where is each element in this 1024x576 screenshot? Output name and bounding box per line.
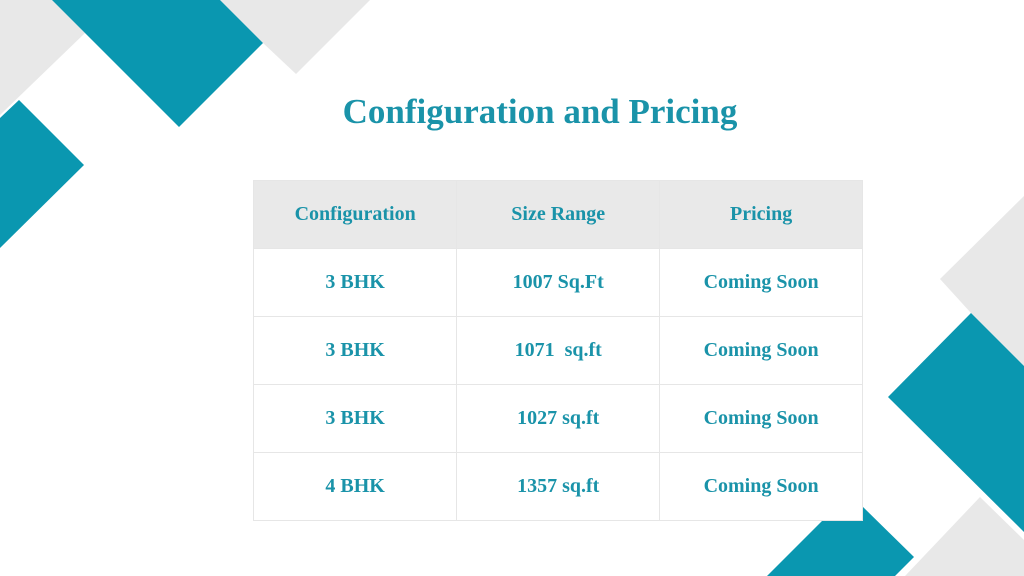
cell-size: 1357 sq.ft bbox=[456, 452, 661, 521]
cell-configuration: 3 BHK bbox=[252, 384, 458, 453]
cell-size: 1071 sq.ft bbox=[456, 316, 661, 385]
cell-pricing: Coming Soon bbox=[659, 384, 863, 453]
table-row: 3 BHK 1007 Sq.Ft Coming Soon bbox=[252, 248, 863, 317]
header-configuration: Configuration bbox=[252, 180, 458, 249]
page-title: Configuration and Pricing bbox=[342, 92, 738, 131]
table-row: 3 BHK 1027 sq.ft Coming Soon bbox=[252, 384, 863, 453]
pricing-table: Configuration Size Range Pricing 3 BHK 1… bbox=[252, 180, 863, 521]
cell-size: 1007 Sq.Ft bbox=[456, 248, 661, 317]
teal-shape-left bbox=[0, 100, 84, 248]
cell-configuration: 3 BHK bbox=[252, 248, 458, 317]
table-row: 4 BHK 1357 sq.ft Coming Soon bbox=[252, 452, 863, 521]
cell-configuration: 3 BHK bbox=[252, 316, 458, 385]
header-size-range: Size Range bbox=[456, 180, 661, 249]
cell-pricing: Coming Soon bbox=[659, 316, 863, 385]
cell-size: 1027 sq.ft bbox=[456, 384, 661, 453]
gray-shape-right bbox=[940, 196, 1024, 366]
gray-shape-top bbox=[220, 0, 370, 74]
teal-shape-top bbox=[52, 0, 263, 127]
header-pricing: Pricing bbox=[659, 180, 863, 249]
cell-pricing: Coming Soon bbox=[659, 452, 863, 521]
table-header-row: Configuration Size Range Pricing bbox=[252, 180, 863, 249]
cell-pricing: Coming Soon bbox=[659, 248, 863, 317]
table-row: 3 BHK 1071 sq.ft Coming Soon bbox=[252, 316, 863, 385]
gray-shape-bottom-right bbox=[905, 497, 1024, 576]
gray-shape-top-left bbox=[0, 0, 85, 115]
teal-shape-right bbox=[888, 313, 1024, 532]
cell-configuration: 4 BHK bbox=[252, 452, 458, 521]
teal-shape-bottom bbox=[767, 506, 914, 576]
